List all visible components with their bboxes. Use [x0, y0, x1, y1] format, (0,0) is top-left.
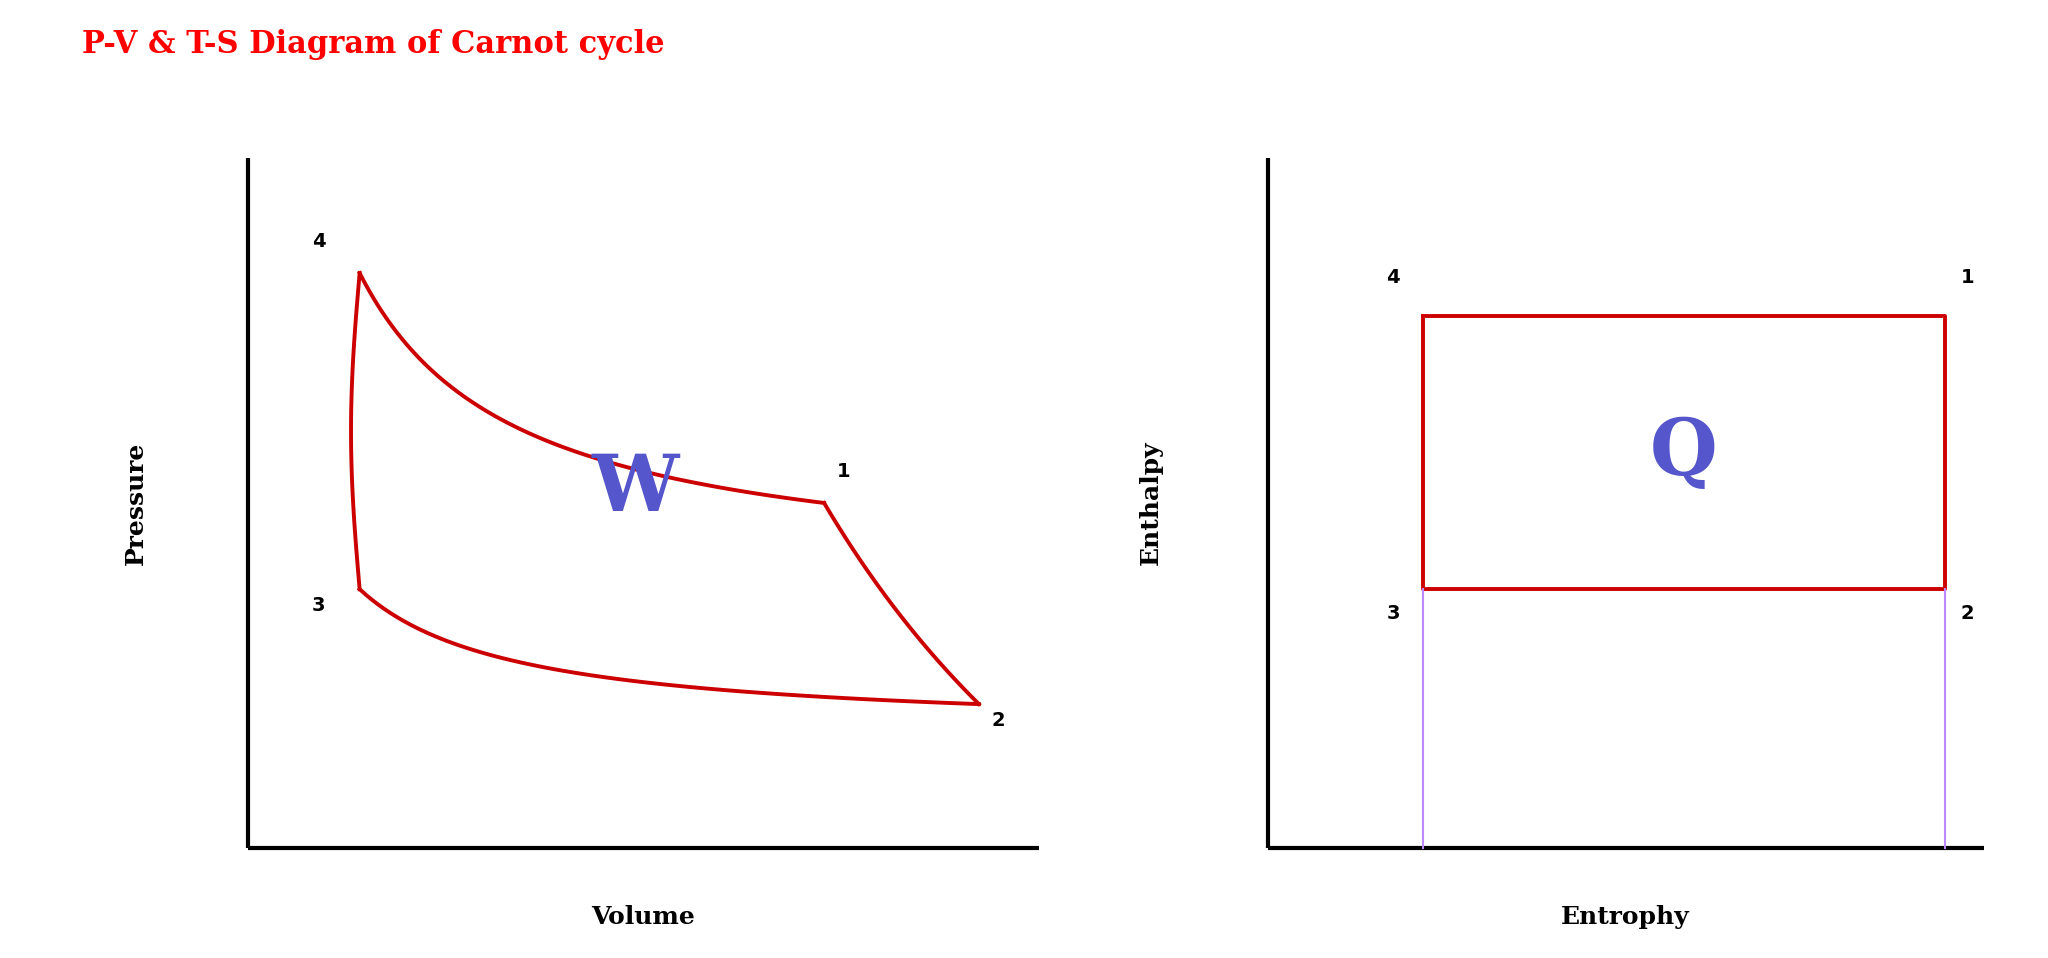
Text: Enthalpy: Enthalpy: [1139, 441, 1163, 565]
Text: 2: 2: [991, 711, 1006, 730]
Text: Entrophy: Entrophy: [1561, 905, 1690, 929]
Text: Q: Q: [1651, 415, 1718, 490]
Text: 4: 4: [1386, 268, 1401, 287]
Text: 1: 1: [1960, 268, 1974, 287]
Text: 1: 1: [838, 463, 850, 482]
Text: P-V & T-S Diagram of Carnot cycle: P-V & T-S Diagram of Carnot cycle: [82, 29, 664, 59]
Text: 3: 3: [311, 596, 326, 615]
Text: Volume: Volume: [592, 905, 696, 929]
Text: 2: 2: [1960, 604, 1974, 623]
Text: 4: 4: [311, 233, 326, 251]
Text: 3: 3: [1386, 604, 1401, 623]
Text: Pressure: Pressure: [125, 442, 147, 564]
Text: W: W: [592, 450, 678, 527]
